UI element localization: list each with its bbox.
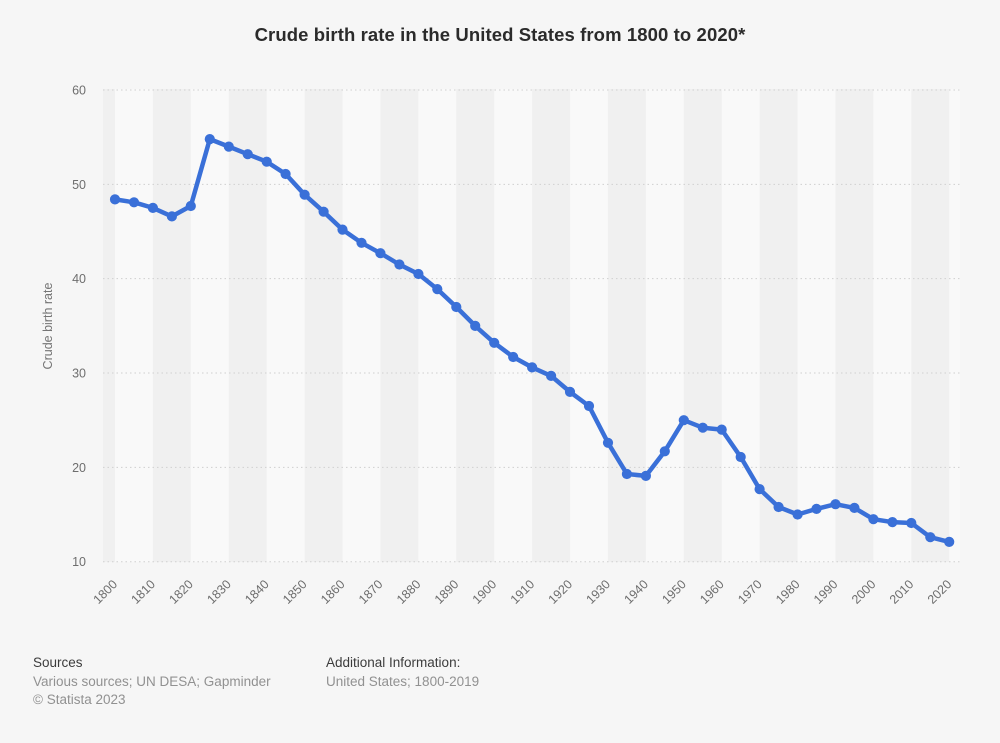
plot-background-stripe: [911, 89, 950, 562]
plot-background-stripe: [380, 89, 419, 562]
data-point-1835[interactable]: [242, 149, 253, 160]
data-point-1935[interactable]: [621, 468, 633, 480]
x-axis-tick-label: 1970: [735, 577, 765, 607]
data-point-1905[interactable]: [508, 351, 519, 363]
x-axis-tick-label: 2010: [887, 577, 917, 607]
data-point-1830[interactable]: [223, 141, 234, 152]
data-point-1805[interactable]: [128, 197, 140, 208]
x-axis-tick-label: 1820: [166, 577, 196, 607]
x-axis-tick-label: 1860: [318, 577, 348, 607]
plot-background-stripe: [152, 89, 191, 562]
y-axis-tick-label: 50: [72, 178, 86, 192]
data-point-1955[interactable]: [697, 422, 708, 433]
data-point-2000[interactable]: [868, 514, 879, 525]
y-axis-tick-label: 30: [72, 367, 86, 381]
y-axis-tick-label: 60: [72, 84, 86, 98]
x-axis-tick-label: 1810: [128, 577, 158, 607]
x-axis-tick-label: 1950: [659, 577, 689, 607]
additional-info-heading: Additional Information:: [326, 655, 461, 670]
y-axis-tick-label: 10: [72, 555, 86, 569]
chart-title: Crude birth rate in the United States fr…: [254, 24, 746, 45]
data-point-1965[interactable]: [735, 451, 746, 463]
data-point-1870[interactable]: [375, 248, 386, 259]
sources-block: Sources Various sources; UN DESA; Gapmin…: [33, 654, 271, 710]
x-axis-tick-label: 1930: [584, 577, 614, 607]
x-axis-tick-label: 1830: [204, 577, 234, 607]
data-point-1900[interactable]: [489, 337, 500, 348]
x-axis-tick-label: 1990: [811, 577, 841, 607]
data-point-1825[interactable]: [204, 134, 215, 145]
data-point-1840[interactable]: [261, 156, 272, 167]
data-point-1885[interactable]: [432, 284, 443, 295]
data-point-1980[interactable]: [792, 509, 803, 520]
data-point-1990[interactable]: [830, 499, 841, 510]
data-point-1985[interactable]: [811, 503, 822, 514]
data-point-1925[interactable]: [583, 400, 595, 412]
data-point-2015[interactable]: [925, 532, 936, 543]
data-point-1950[interactable]: [678, 415, 689, 426]
x-axis-tick-label: 1840: [242, 577, 272, 607]
sources-heading: Sources: [33, 655, 83, 670]
x-axis-tick-label: 1920: [546, 577, 576, 607]
copyright-text: © Statista 2023: [33, 692, 126, 707]
data-point-1940[interactable]: [640, 470, 652, 481]
data-point-1865[interactable]: [356, 237, 367, 248]
data-point-1820[interactable]: [185, 200, 196, 212]
plot-background-stripe: [228, 89, 267, 562]
data-point-1975[interactable]: [773, 501, 784, 513]
data-point-2020[interactable]: [944, 536, 955, 548]
y-axis-tick-label: 20: [72, 461, 86, 475]
data-point-1860[interactable]: [337, 224, 348, 235]
x-axis-tick-label: 1960: [697, 577, 727, 607]
data-point-2005[interactable]: [887, 517, 898, 528]
plot-background-stripe: [835, 89, 874, 562]
x-axis-tick-label: 1870: [356, 577, 386, 607]
data-point-1800[interactable]: [109, 194, 121, 205]
data-point-1810[interactable]: [147, 202, 158, 213]
x-axis-tick-label: 2020: [925, 577, 955, 607]
data-point-1945[interactable]: [659, 446, 670, 457]
additional-info-text: United States; 1800-2019: [326, 673, 480, 689]
plot-background-stripe: [103, 89, 115, 562]
data-point-1875[interactable]: [394, 259, 405, 270]
sources-text: Various sources; UN DESA; Gapminder: [33, 673, 271, 689]
data-point-1930[interactable]: [602, 437, 614, 448]
x-axis-tick-label: 1890: [432, 577, 462, 607]
data-point-1910[interactable]: [527, 362, 538, 373]
data-point-1845[interactable]: [280, 168, 291, 180]
data-point-1850[interactable]: [299, 189, 310, 200]
data-point-1970[interactable]: [754, 484, 765, 495]
x-axis-tick-label: 2000: [849, 577, 879, 607]
y-axis-tick-label: 40: [72, 272, 86, 286]
x-axis-tick-label: 1980: [773, 577, 803, 607]
plot-background-stripe: [304, 89, 343, 562]
plot-background-stripe: [532, 89, 571, 562]
data-point-2010[interactable]: [906, 517, 917, 529]
x-axis-tick-label: 1900: [470, 577, 500, 607]
plot-background-stripe: [607, 89, 646, 562]
x-axis-tick-label: 1910: [508, 577, 538, 607]
data-point-1915[interactable]: [546, 370, 557, 381]
x-axis-tick-label: 1880: [394, 577, 424, 607]
data-point-1920[interactable]: [564, 386, 576, 397]
x-axis-tick-label: 1850: [280, 577, 310, 607]
x-axis-tick-label: 1940: [621, 577, 651, 607]
plot-background-stripe: [759, 89, 798, 562]
data-point-1895[interactable]: [470, 320, 481, 331]
additional-info-block: Additional Information: United States; 1…: [326, 654, 479, 691]
data-point-1880[interactable]: [413, 268, 424, 280]
plot-background-stripe: [683, 89, 722, 562]
data-point-1995[interactable]: [849, 502, 860, 513]
y-axis-title: Crude birth rate: [41, 283, 55, 370]
x-axis-tick-label: 1800: [91, 577, 121, 607]
data-point-1815[interactable]: [166, 211, 177, 222]
data-point-1890[interactable]: [451, 301, 462, 313]
data-point-1960[interactable]: [716, 424, 727, 435]
data-point-1855[interactable]: [318, 206, 329, 217]
